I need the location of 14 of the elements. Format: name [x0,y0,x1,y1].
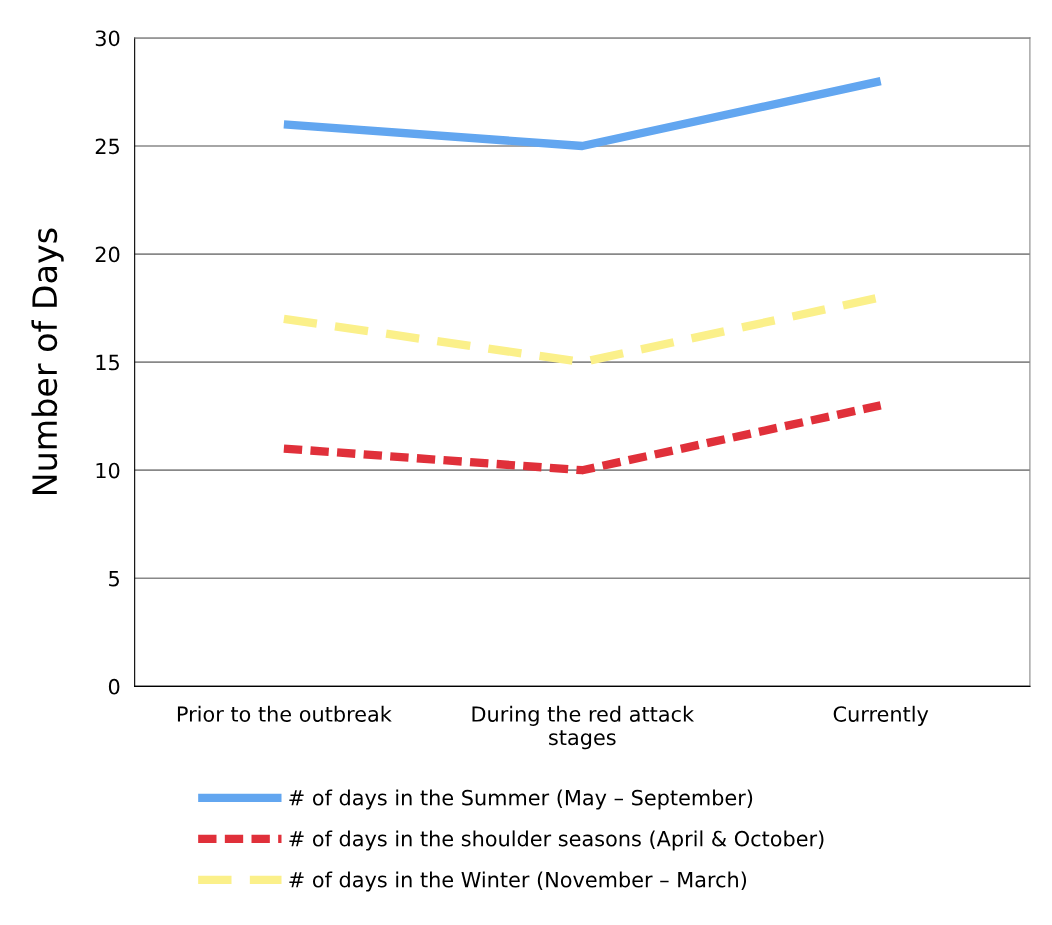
legend-label: # of days in the shoulder seasons (April & October) [289,830,824,851]
y-tick-label: 0 [108,678,120,695]
y-tick-label: 5 [109,571,119,587]
y-axis-title: Number of Days [31,228,64,495]
y-tick-label: 20 [95,246,120,263]
y-tick-label: 15 [96,354,119,371]
legend-label: # of days in the Summer (May – September) [289,789,753,810]
x-tick-label: Prior to the outbreak [177,705,392,722]
y-tick-label: 10 [96,462,120,479]
x-tick-label: Currently [833,705,929,726]
y-tick-label: 30 [95,30,120,47]
x-tick-label: During the red attack stages [472,705,695,750]
legend-label: # of days in the Winter (November – March) [289,871,747,892]
y-tick-label: 25 [95,138,119,155]
